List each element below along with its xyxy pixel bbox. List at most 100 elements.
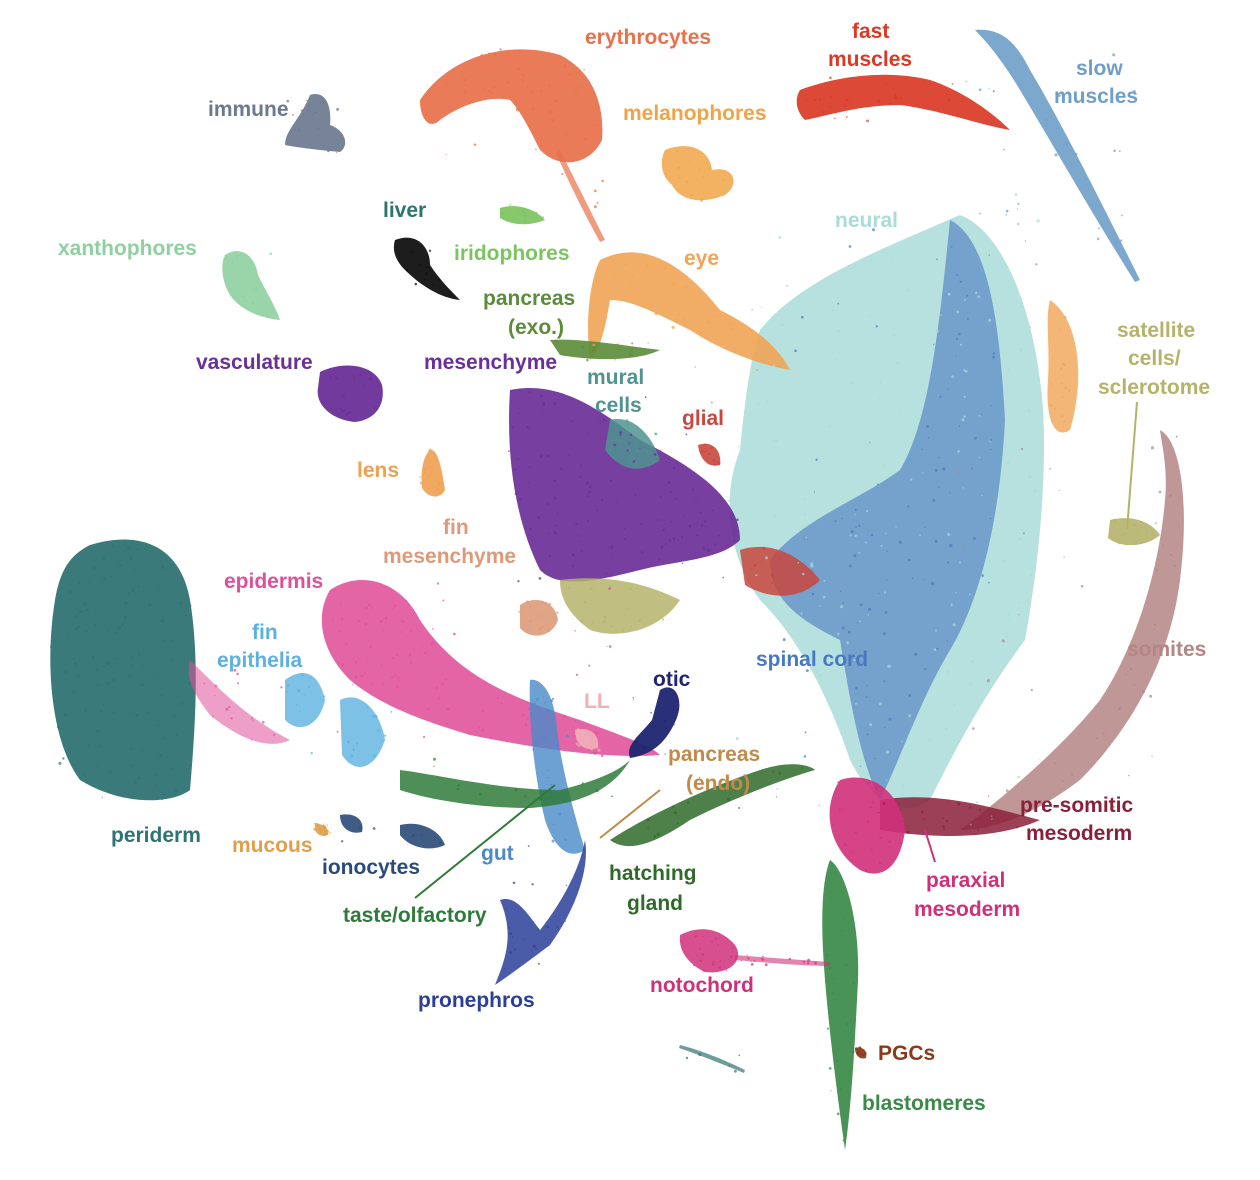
cell-point [946,94,949,97]
cell-point [893,96,897,99]
cell-point [245,288,247,290]
cell-point [771,344,773,346]
cell-point [761,958,764,961]
cell-point [1051,419,1053,421]
cell-point [1123,532,1126,535]
cell-point [430,641,434,645]
cell-point [858,552,861,554]
cell-point [1095,737,1098,740]
cell-point [841,929,843,932]
cell-point [432,284,434,286]
cell-point [1050,383,1053,385]
cell-point [870,533,874,537]
cell-point [642,746,646,750]
cell-point [517,211,520,214]
cell-point [810,564,814,568]
cell-point [565,884,568,887]
cell-point [406,269,409,272]
cell-point [542,696,545,698]
cell-point [915,416,917,419]
cell-point [402,620,406,624]
cell-point [492,85,496,89]
cell-point [526,208,529,212]
cluster-liver [393,237,460,300]
cell-point [608,546,611,548]
cell-point [360,674,363,678]
cell-point [1133,523,1137,527]
cell-point [834,520,837,523]
label-gut: gut [481,842,514,865]
cell-point [616,343,619,346]
cell-point [676,822,679,825]
cell-point [633,751,635,753]
cell-point [549,623,551,625]
cell-point [731,947,734,950]
cell-point [880,544,883,547]
cell-point [884,611,888,614]
cell-point [577,744,581,747]
cell-point [377,729,380,732]
cell-point [160,694,163,697]
cell-point [174,664,176,666]
cluster-erythrocytes-strand [556,150,605,242]
cell-point [944,295,946,297]
cell-point [324,829,327,833]
cluster-blastomeres [822,860,859,1150]
cell-point [1119,534,1122,537]
cell-point [1058,489,1061,492]
cell-point [1030,803,1034,807]
cell-point [588,432,590,434]
cell-point [63,713,67,717]
cell-point [593,205,597,209]
cell-point [251,739,253,741]
cell-point [557,512,559,515]
cell-point [540,394,543,398]
cell-point [60,727,63,730]
cell-point [599,420,602,423]
cell-point [865,696,868,699]
cell-point [1173,564,1177,568]
cell-point [433,485,436,488]
cell-point [954,718,957,721]
cell-point [484,703,486,705]
cell-point [531,107,536,111]
cell-point [251,301,255,305]
cell-point [55,647,57,649]
cell-point [390,711,393,713]
cell-point [884,591,887,594]
cell-point [964,369,968,373]
cell-point [714,460,717,463]
cell-point [885,779,888,781]
cell-point [568,453,570,456]
cell-point [574,732,578,736]
cell-point [529,619,533,623]
cell-point [83,602,87,605]
cell-point [988,254,990,256]
cell-point [959,280,962,283]
cell-point [961,100,964,103]
cell-point [306,99,308,102]
cell-point [442,652,444,654]
cell-point [135,714,139,717]
cell-point [596,267,599,270]
cell-point [841,517,844,520]
cell-point [526,717,529,720]
cell-point [496,696,499,700]
cell-point [480,54,483,57]
cell-point [947,800,950,803]
cell-point [993,297,996,300]
cell-point [432,628,434,630]
label-notochord: notochord [650,974,754,997]
cell-point [525,600,530,604]
cell-point [1000,657,1002,660]
cell-point [669,490,672,494]
cell-point [939,314,942,316]
cell-point [819,605,821,607]
cell-point [1135,532,1138,535]
cell-point [855,973,858,976]
cell-point [890,665,892,668]
cell-point [230,717,233,720]
cell-point [951,375,954,378]
cell-point [716,315,719,318]
